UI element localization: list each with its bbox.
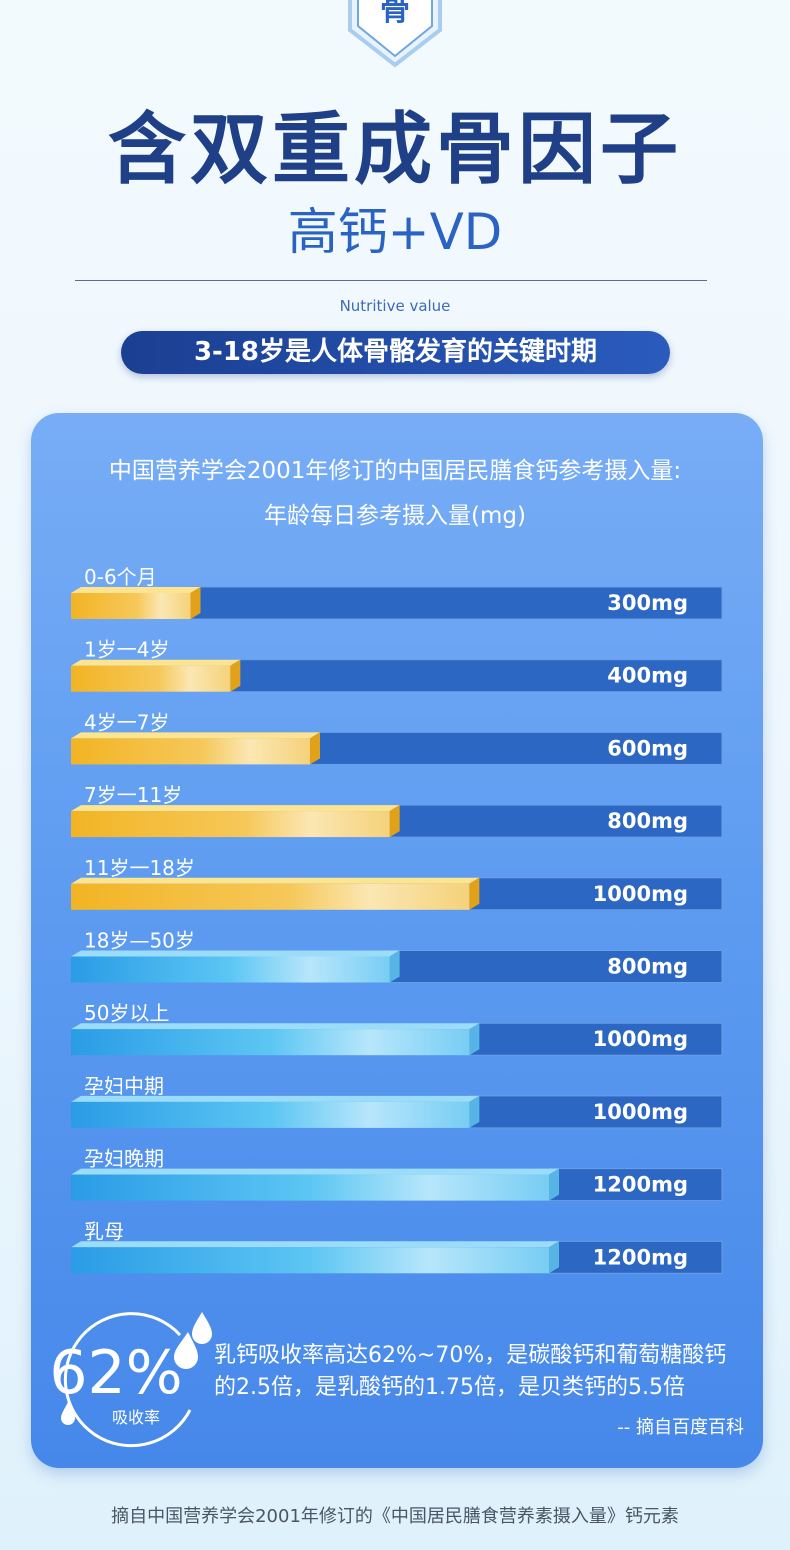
bar (71, 665, 231, 692)
bar-side-face (389, 950, 400, 983)
page-title: 含双重成骨因子 (107, 105, 682, 195)
category-label: 50岁以上 (84, 1001, 169, 1025)
bar-side-face (469, 1095, 480, 1128)
badge-char: 骨 (380, 0, 410, 28)
value-label: 800mg (607, 809, 688, 833)
value-label: 1200mg (593, 1173, 688, 1197)
bar-track (190, 586, 723, 620)
footer-source: 摘自中国营养学会2001年修订的《中国居民膳食营养素摄入量》钙元素 (111, 1506, 679, 1527)
page-subtitle: 高钙+VD (287, 203, 503, 261)
bar-track (389, 804, 723, 838)
bar (71, 738, 310, 765)
water-drop-icon (61, 1402, 75, 1425)
category-label: 1岁一4岁 (84, 638, 169, 662)
category-label: 18岁—50岁 (84, 929, 195, 953)
category-label: 11岁一18岁 (84, 856, 195, 880)
chart-title: 中国营养学会2001年修订的中国居民膳食钙参考摄入量: (108, 458, 682, 484)
bar (71, 956, 390, 983)
absorption-badge (61, 1312, 212, 1448)
bar-top-face (71, 732, 320, 739)
bar-side-face (190, 587, 201, 619)
value-label: 400mg (607, 664, 688, 688)
bar-side-face (230, 659, 241, 692)
bar-track (229, 659, 723, 693)
bar-side-face (549, 1241, 559, 1274)
key-period-pill: 3-18岁是人体骨骼发育的关键时期 (121, 331, 670, 374)
value-label: 300mg (607, 591, 688, 615)
bar-top-face (71, 1168, 559, 1175)
value-label: 600mg (607, 736, 688, 760)
nutritive-label: Nutritive value (339, 297, 451, 315)
bar-top-face (71, 805, 400, 812)
bar-side-face (389, 805, 400, 838)
bar-top-face (71, 877, 480, 884)
value-label: 1000mg (593, 1100, 688, 1124)
value-label: 1000mg (593, 882, 688, 906)
bar-track (309, 731, 723, 765)
chart-subtitle: 年龄每日参考摄入量(mg) (264, 503, 526, 529)
bar (71, 811, 390, 838)
category-label: 4岁一7岁 (84, 710, 169, 734)
bar-side-face (310, 732, 320, 765)
bar-track (468, 877, 723, 911)
bar-top-face (71, 1023, 480, 1030)
bar-track (548, 1240, 723, 1274)
value-label: 1200mg (593, 1245, 688, 1269)
bar (71, 1101, 470, 1128)
category-label: 0-6个月 (84, 565, 157, 589)
absorption-rate: 62% (49, 1338, 183, 1408)
value-label: 800mg (607, 955, 688, 979)
water-drop-icon (174, 1332, 198, 1369)
water-drop-icon (192, 1312, 212, 1344)
bar-top-face (71, 659, 241, 666)
divider (75, 280, 707, 281)
value-label: 1000mg (593, 1027, 688, 1051)
bar-track (389, 950, 723, 983)
bar (71, 1029, 470, 1056)
bar-top-face (71, 1241, 559, 1248)
bar (71, 1174, 549, 1201)
category-label: 孕妇中期 (84, 1074, 164, 1098)
category-label: 孕妇晚期 (84, 1147, 164, 1171)
absorption-source: -- 摘自百度百科 (617, 1417, 744, 1438)
bar (71, 593, 191, 619)
bar-side-face (469, 877, 480, 910)
bar-top-face (71, 950, 400, 957)
bar-side-face (549, 1168, 559, 1201)
category-label: 乳母 (84, 1219, 124, 1243)
absorption-label: 吸收率 (111, 1408, 160, 1427)
bar-top-face (71, 587, 201, 593)
bar-side-face (469, 1023, 480, 1056)
bone-badge: 骨 (348, 0, 442, 68)
absorption-note: 乳钙吸收率高达62%~70%，是碳酸钙和葡萄糖酸钙的2.5倍，是乳酸钙的1.75… (214, 1343, 727, 1400)
bar-top-face (71, 1095, 480, 1102)
bar (71, 1247, 549, 1274)
bar (71, 883, 470, 910)
category-label: 7岁一11岁 (84, 783, 182, 807)
